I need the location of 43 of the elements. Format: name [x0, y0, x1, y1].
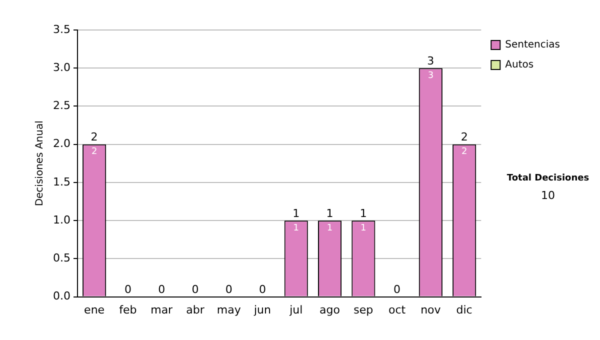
data-label: 2	[461, 147, 468, 158]
x-tick-label: oct	[388, 303, 406, 316]
total-label: 0	[124, 283, 132, 296]
y-tick-label: 3.0	[52, 60, 70, 74]
x-tick-label: jun	[252, 303, 272, 316]
total-label: 1	[292, 206, 300, 220]
x-tick-label: mar	[150, 303, 174, 316]
x-tick-label: abr	[186, 303, 205, 316]
y-tick-label: 1.5	[52, 175, 70, 188]
total-label: 0	[225, 283, 232, 296]
y-tick-label: 0.0	[52, 290, 70, 303]
y-tick-label: 2.0	[52, 137, 70, 150]
data-label: 2	[91, 147, 98, 158]
y-tick-label: 2.5	[52, 99, 70, 112]
x-tick-label: nov	[420, 303, 442, 316]
x-tick-label: may	[216, 303, 242, 316]
legend-label: Autos	[505, 60, 534, 71]
data-label: 1	[360, 223, 366, 234]
total-label: 0	[192, 283, 199, 296]
total-label: 0	[258, 283, 266, 296]
x-tick-label: ago	[320, 303, 340, 316]
total-label: 1	[326, 206, 334, 220]
text: 10	[541, 188, 555, 202]
total-label: 1	[360, 206, 367, 220]
y-tick-label: 1.0	[52, 213, 70, 226]
data-label: 3	[428, 70, 434, 81]
total-label: 2	[90, 130, 98, 144]
y-tick-label: 0.5	[52, 252, 70, 265]
x-tick-label: feb	[119, 303, 137, 316]
x-tick-label: jul	[288, 303, 303, 316]
total-label: 0	[394, 283, 401, 296]
x-tick-label: ene	[84, 303, 105, 316]
total-label: 3	[427, 54, 434, 68]
legend-label: Sentencias	[505, 40, 560, 51]
y-axis-title: Decisiones Anual	[34, 120, 46, 206]
total-label: 0	[158, 283, 166, 296]
total-label: 2	[460, 130, 468, 144]
data-label: 1	[326, 223, 333, 234]
x-tick-label: sep	[354, 303, 374, 316]
y-tick-label: 3.5	[52, 22, 70, 36]
data-label: 1	[293, 223, 299, 234]
text: Total Decisiones	[506, 173, 590, 184]
x-tick-label: dic	[456, 303, 472, 316]
